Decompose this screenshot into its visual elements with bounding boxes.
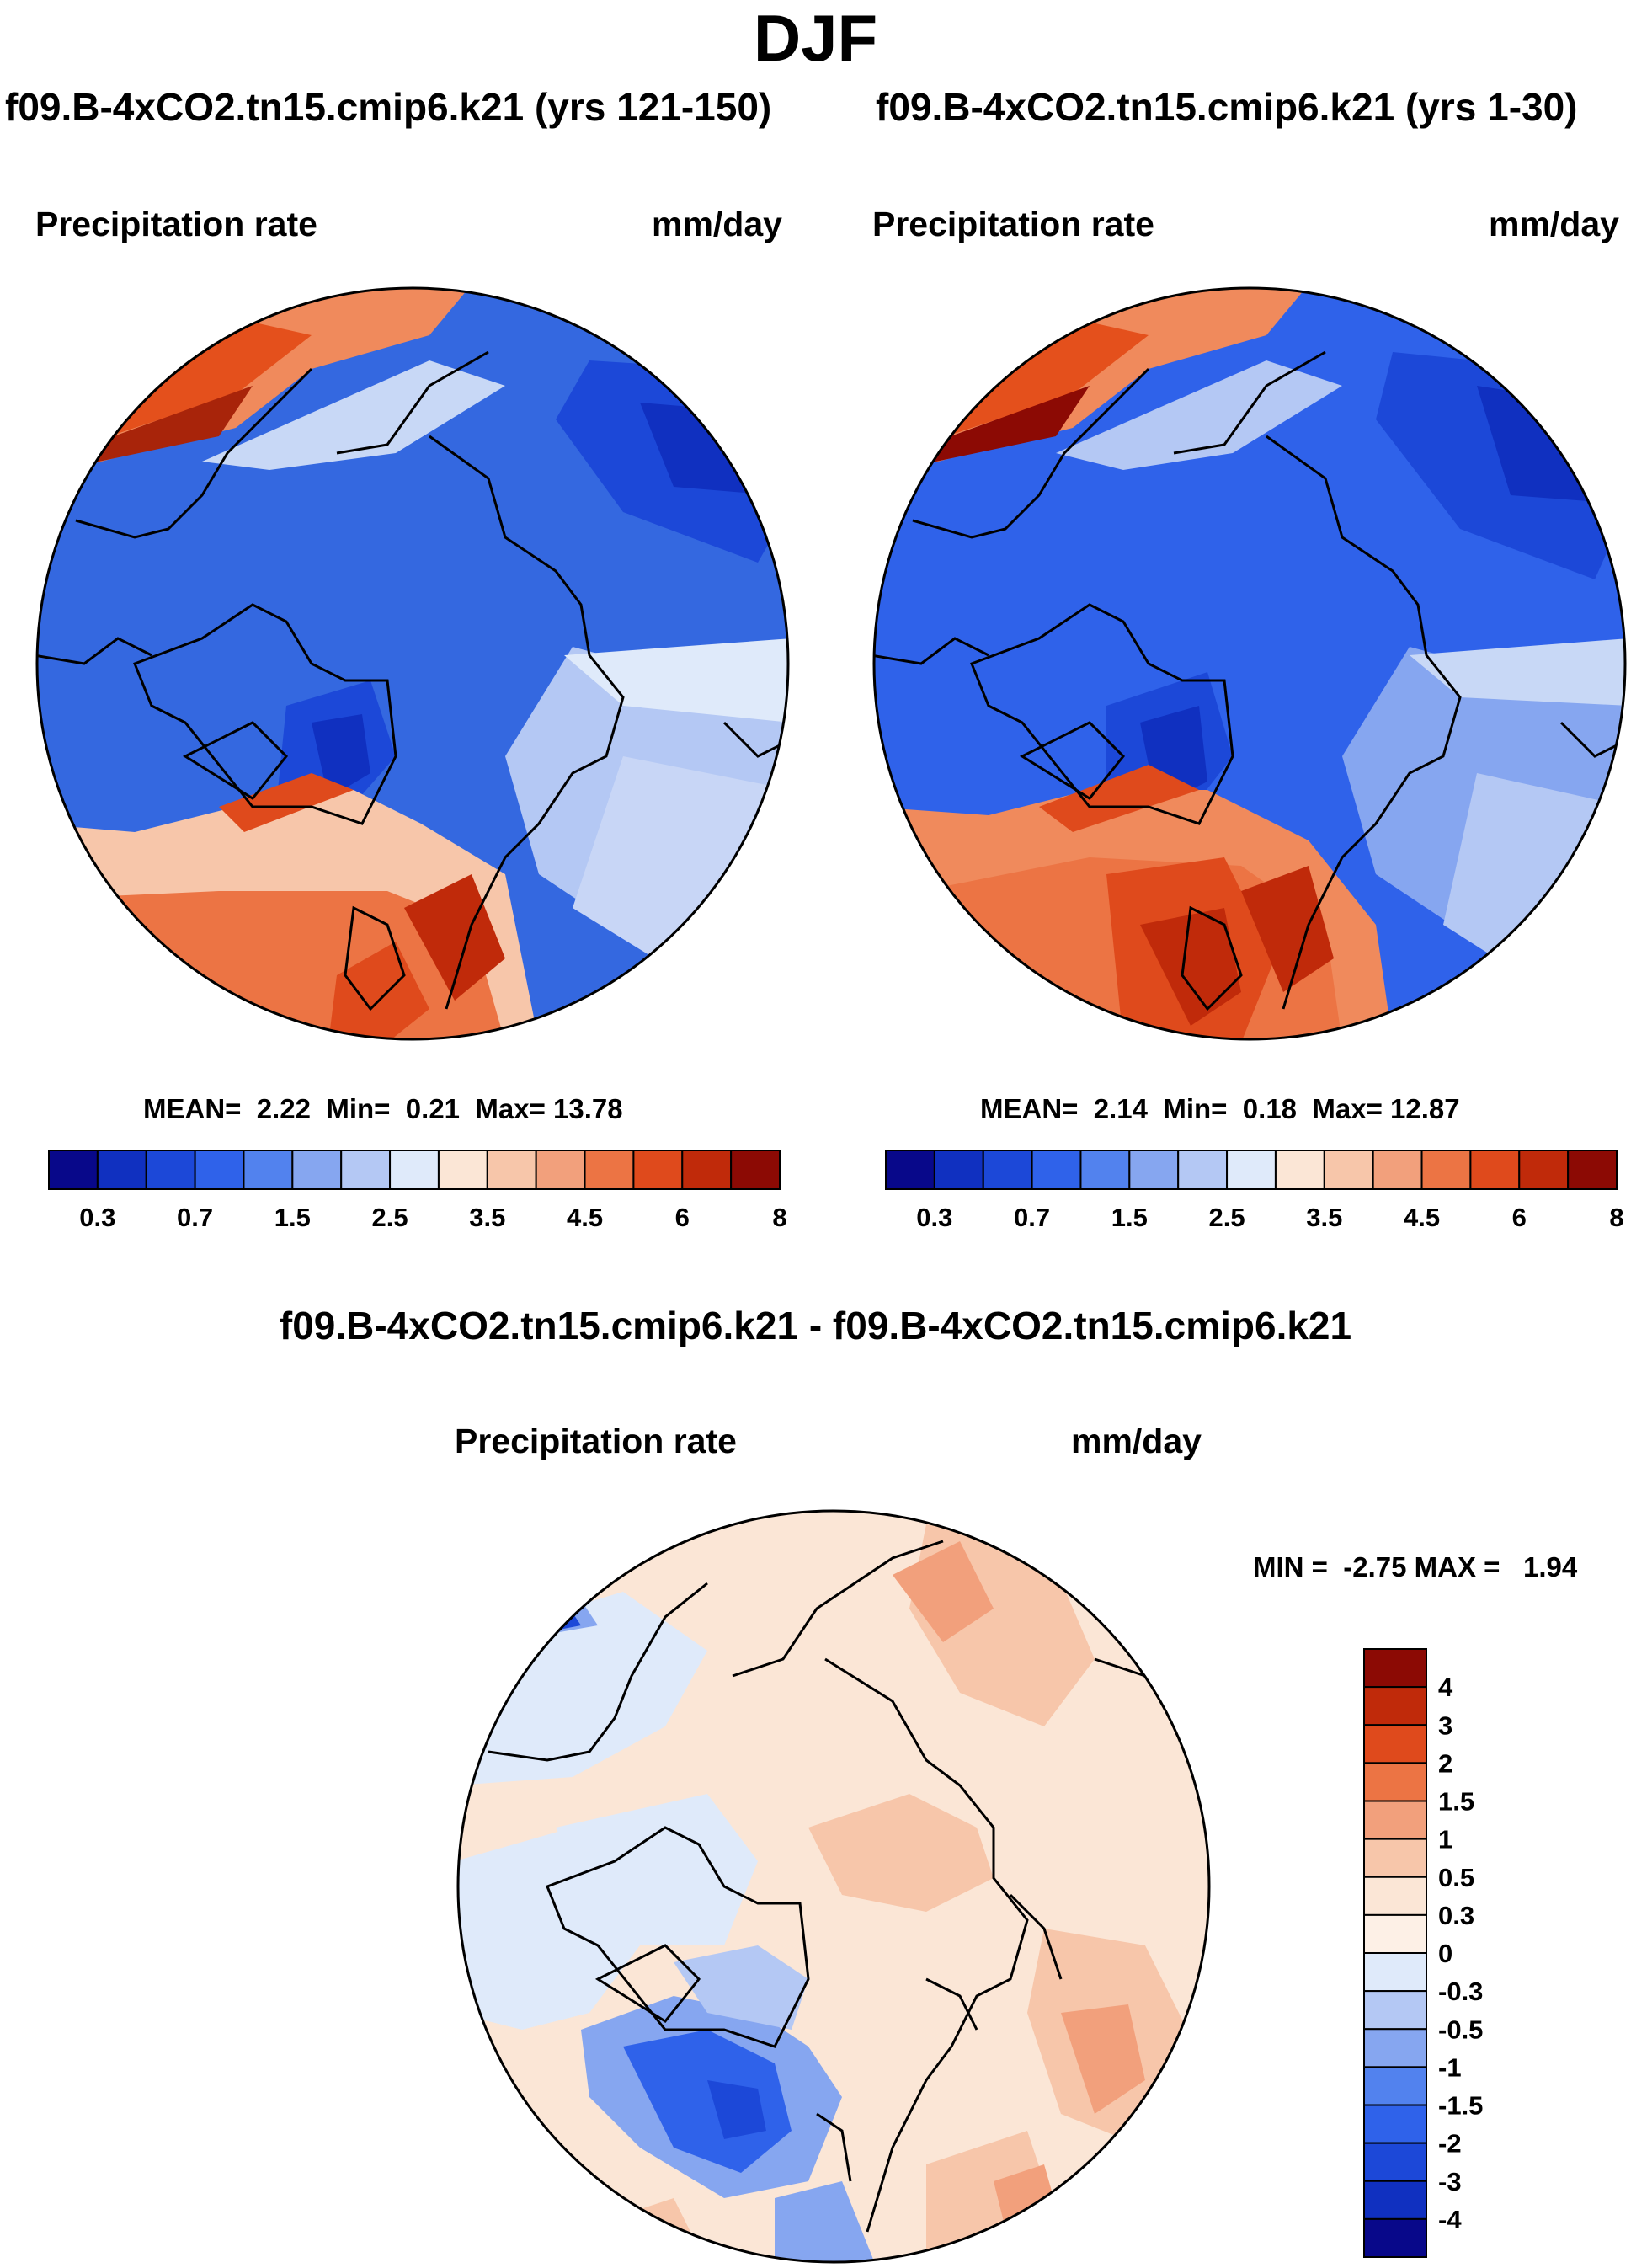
right-colorbar-swatch-4: [1079, 1150, 1131, 1190]
diff-colorbar-tick-label: 0.3: [1438, 1901, 1474, 1930]
left-units-label: mm/day: [652, 205, 782, 243]
left-colorbar: 0.3 0.7 1.5 2.5 3.5 4.5 6 8: [48, 1150, 787, 1232]
left-colorbar-tick-label: 2.5: [372, 1203, 408, 1232]
right-colorbar-swatch-12: [1469, 1150, 1521, 1190]
left-colorbar-tick-label: 6: [675, 1203, 690, 1232]
right-colorbar-swatch-13: [1518, 1150, 1570, 1190]
right-colorbar-tick-label: 1.5: [1111, 1203, 1148, 1232]
diff-colorbar-swatch-11: [1363, 2066, 1427, 2106]
diff-colorbar-swatch-2: [1363, 1724, 1427, 1764]
diff-colorbar-swatch-14: [1363, 2180, 1427, 2220]
right-colorbar: 0.3 0.7 1.5 2.5 3.5 4.5 6 8: [885, 1150, 1624, 1232]
right-colorbar-tick-label: 8: [1609, 1203, 1623, 1232]
left-colorbar-swatch-14: [730, 1150, 781, 1190]
left-colorbar-swatch-13: [681, 1150, 733, 1190]
right-colorbar-tick-label: 0.3: [916, 1203, 952, 1232]
left-stats: MEAN= 2.22 Min= 0.21 Max= 13.78: [143, 1093, 623, 1124]
diff-colorbar-swatch-1: [1363, 1686, 1427, 1726]
left-colorbar-swatch-10: [535, 1150, 586, 1190]
right-colorbar-swatch-0: [885, 1150, 935, 1190]
page-title: DJF: [753, 1, 878, 75]
diff-colorbar-swatch-3: [1363, 1762, 1427, 1802]
diff-colorbar-tick-label: -2: [1438, 2129, 1462, 2159]
diff-colorbar-tick-label: 0: [1438, 1939, 1452, 1968]
left-colorbar-swatch-12: [632, 1150, 684, 1190]
left-colorbar-swatch-9: [486, 1150, 537, 1190]
right-colorbar-tick-label: 2.5: [1209, 1203, 1245, 1232]
diff-colorbar-tick-label: -1.5: [1438, 2091, 1483, 2121]
diff-colorbar-swatch-5: [1363, 1838, 1427, 1878]
left-colorbar-swatch-11: [584, 1150, 635, 1190]
diff-polar-map: [456, 1509, 1211, 2264]
diff-colorbar-tick-label: 4: [1438, 1673, 1453, 1702]
right-colorbar-swatch-5: [1128, 1150, 1180, 1190]
right-colorbar-swatch-10: [1372, 1150, 1423, 1190]
right-panel-title: f09.B-4xCO2.tn15.cmip6.k21 (yrs 1-30): [876, 85, 1578, 129]
diff-colorbar-swatch-12: [1363, 2104, 1427, 2144]
left-variable-label: Precipitation rate: [35, 205, 317, 243]
left-colorbar-swatch-0: [48, 1150, 99, 1190]
diff-colorbar-swatch-4: [1363, 1800, 1427, 1840]
diff-colorbar-swatch-10: [1363, 2028, 1427, 2068]
left-colorbar-tick-label: 0.3: [79, 1203, 115, 1232]
left-colorbar-swatch-6: [340, 1150, 392, 1190]
left-colorbar-swatch-4: [243, 1150, 294, 1190]
diff-colorbar-swatch-0: [1363, 1648, 1427, 1689]
left-polar-map: [35, 286, 790, 1041]
right-colorbar-swatch-1: [933, 1150, 984, 1190]
diff-colorbar-swatch-15: [1363, 2217, 1427, 2258]
diff-stats: MIN = -2.75 MAX = 1.94: [1253, 1551, 1578, 1582]
diff-colorbar-swatch-6: [1363, 1876, 1427, 1916]
right-colorbar-tick-label: 6: [1512, 1203, 1527, 1232]
right-colorbar-swatch-2: [982, 1150, 1033, 1190]
right-colorbar-swatch-8: [1274, 1150, 1325, 1190]
diff-colorbar-swatch-13: [1363, 2142, 1427, 2182]
diff-colorbar-tick-label: -4: [1438, 2205, 1462, 2234]
left-panel-title: f09.B-4xCO2.tn15.cmip6.k21 (yrs 121-150): [5, 85, 772, 129]
right-colorbar-tick-label: 0.7: [1014, 1203, 1050, 1232]
diff-units-label: mm/day: [1071, 1422, 1202, 1460]
right-colorbar-tick-label: 4.5: [1404, 1203, 1440, 1232]
right-colorbar-swatch-14: [1567, 1150, 1618, 1190]
left-colorbar-swatch-2: [145, 1150, 196, 1190]
right-units-label: mm/day: [1489, 205, 1619, 243]
left-colorbar-swatch-7: [389, 1150, 440, 1190]
diff-panel-title: f09.B-4xCO2.tn15.cmip6.k21 - f09.B-4xCO2…: [279, 1304, 1352, 1347]
left-colorbar-swatch-3: [194, 1150, 245, 1190]
left-colorbar-swatch-5: [291, 1150, 343, 1190]
diff-colorbar-tick-label: 0.5: [1438, 1863, 1474, 1892]
diff-colorbar-tick-label: 2: [1438, 1748, 1452, 1778]
diff-colorbar-tick-label: -0.3: [1438, 1977, 1483, 2006]
left-colorbar-tick-label: 0.7: [177, 1203, 213, 1232]
diff-colorbar-tick-label: -0.5: [1438, 2015, 1483, 2044]
diff-colorbar-tick-label: 3: [1438, 1710, 1452, 1740]
left-colorbar-swatch-8: [437, 1150, 488, 1190]
right-colorbar-tick-label: 3.5: [1306, 1203, 1342, 1232]
left-colorbar-tick-label: 4.5: [567, 1203, 603, 1232]
diff-colorbar-tick-label: 1: [1438, 1825, 1452, 1854]
diff-colorbar-tick-label: 1.5: [1438, 1787, 1474, 1817]
left-colorbar-swatch-1: [96, 1150, 147, 1190]
diff-colorbar-tick-label: -1: [1438, 2052, 1462, 2082]
right-colorbar-swatch-3: [1031, 1150, 1082, 1190]
left-colorbar-tick-label: 3.5: [469, 1203, 505, 1232]
diff-colorbar-swatch-7: [1363, 1913, 1427, 1954]
right-colorbar-swatch-11: [1420, 1150, 1472, 1190]
diff-colorbar: 4 3 2 1.5 1 0.5 0.3 0 -0.3 -0.5 -1 -1.5 -2 -3 -4: [1363, 1648, 1483, 2258]
left-colorbar-tick-label: 1.5: [274, 1203, 311, 1232]
diff-colorbar-swatch-9: [1363, 1990, 1427, 2031]
left-colorbar-tick-label: 8: [772, 1203, 786, 1232]
right-colorbar-swatch-6: [1177, 1150, 1229, 1190]
right-colorbar-swatch-7: [1226, 1150, 1277, 1190]
right-polar-map: [872, 286, 1627, 1041]
diff-colorbar-tick-label: -3: [1438, 2167, 1462, 2196]
right-variable-label: Precipitation rate: [872, 205, 1154, 243]
right-stats: MEAN= 2.14 Min= 0.18 Max= 12.87: [980, 1093, 1460, 1124]
diff-colorbar-swatch-8: [1363, 1952, 1427, 1993]
diff-variable-label: Precipitation rate: [455, 1422, 737, 1460]
right-colorbar-swatch-9: [1323, 1150, 1374, 1190]
